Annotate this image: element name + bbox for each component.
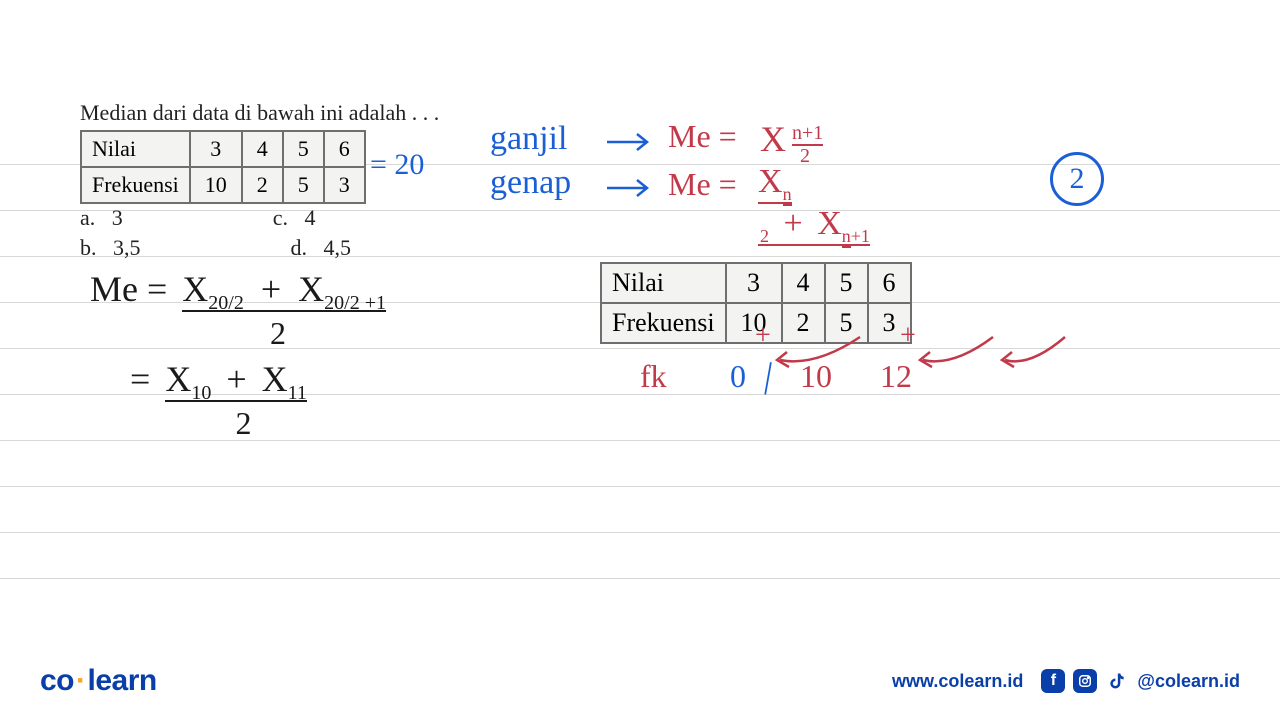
hand-x-ganjil: X <box>760 118 786 160</box>
hand-sub-n1: n+1 2 <box>792 122 823 168</box>
hand-div2b: 2 <box>170 315 386 352</box>
hand-me-genap: Me = <box>668 166 737 203</box>
option-b-label: b. <box>80 235 113 261</box>
logo-co: co <box>40 664 74 697</box>
hand-n2-top: n <box>783 184 792 206</box>
hand-fk-0: 0 <box>730 358 746 395</box>
cell: 4 <box>782 263 825 303</box>
option-a-label: a. <box>80 205 112 231</box>
cell: 5 <box>283 131 324 167</box>
hand-20a: 20 <box>208 292 228 314</box>
hand-x10: X <box>165 359 191 399</box>
hand-eq2: = <box>130 359 150 399</box>
hand-fk-label: fk <box>640 358 667 395</box>
hand-n2-bot: 2 <box>760 226 769 246</box>
cell: 10 <box>726 303 782 343</box>
hand-me-calc2: = X10 + X11 2 <box>130 358 307 442</box>
hand-xn21: X <box>817 205 842 242</box>
table-row: Frekuensi 10 2 5 3 <box>81 167 365 203</box>
hand-x11: X <box>262 359 288 399</box>
hand-plus-a: + <box>261 269 281 309</box>
logo-learn: learn <box>88 664 157 697</box>
cell: 6 <box>868 263 911 303</box>
hand-genap: genap <box>490 164 571 202</box>
arrow-icon <box>605 130 655 155</box>
cumulative-arrow-icon <box>1000 332 1070 372</box>
cumulative-arrow-icon <box>918 332 998 372</box>
brand-logo: co·learn <box>40 664 157 698</box>
option-a: 3 <box>112 205 123 231</box>
cell: 5 <box>825 263 868 303</box>
cell: 3 <box>324 167 365 203</box>
hand-fk-10: 10 <box>800 358 832 395</box>
header-nilai: Nilai <box>81 131 190 167</box>
hand-11: 11 <box>288 382 307 404</box>
hand-np1: n+1 <box>792 122 823 146</box>
hand-separator: | <box>761 354 775 397</box>
hand-ganjil: ganjil <box>490 120 567 158</box>
hand-eq20: = 20 <box>370 148 424 182</box>
facebook-icon: f <box>1041 669 1065 693</box>
data-table-small: Nilai 3 4 5 6 Frekuensi 10 2 5 3 <box>80 130 366 204</box>
footer: co·learn www.colearn.id f @colearn.id <box>40 664 1240 698</box>
cell: 3 <box>190 131 242 167</box>
hand-fk-12: 12 <box>880 358 912 395</box>
cell: 5 <box>283 167 324 203</box>
hand-plus-mark1: + <box>755 320 771 352</box>
header-frekuensi: Frekuensi <box>81 167 190 203</box>
option-d-label: d. <box>291 235 324 261</box>
answer-options: a. 3 c. 4 b. 3,5 d. 4,5 <box>80 205 351 265</box>
hand-me2: Me = <box>90 269 167 309</box>
hand-plus-mark2: + <box>900 320 916 352</box>
cell: 3 <box>726 263 782 303</box>
hand-plus: + <box>784 205 803 242</box>
option-d: 4,5 <box>324 235 352 261</box>
footer-url: www.colearn.id <box>892 671 1023 692</box>
hand-x20b: X <box>298 269 324 309</box>
instagram-icon <box>1073 669 1097 693</box>
cell: 2 <box>242 167 283 203</box>
cell: 6 <box>324 131 365 167</box>
hand-2a: 2 <box>234 292 244 314</box>
hand-p1b: +1 <box>365 292 386 314</box>
option-b: 3,5 <box>113 235 141 261</box>
footer-handle: @colearn.id <box>1137 671 1240 692</box>
hand-20b: 20 <box>324 292 344 314</box>
cell: 10 <box>190 167 242 203</box>
question-text: Median dari data di bawah ini adalah . .… <box>80 100 439 126</box>
header-nilai-big: Nilai <box>601 263 726 303</box>
cell: 4 <box>242 131 283 167</box>
logo-dot-icon: · <box>76 664 86 697</box>
hand-n21-top: n <box>842 226 851 248</box>
hand-div2c: 2 <box>180 405 307 442</box>
circled-step-2: 2 <box>1050 152 1104 206</box>
hand-me-calc1: Me = X20/2 + X20/2 +1 2 <box>90 268 386 352</box>
header-frekuensi-big: Frekuensi <box>601 303 726 343</box>
hand-x20a: X <box>182 269 208 309</box>
hand-10: 10 <box>191 382 211 404</box>
option-c: 4 <box>305 205 316 231</box>
hand-n21-p1: +1 <box>851 226 870 246</box>
option-c-label: c. <box>273 205 305 231</box>
social-icons: f @colearn.id <box>1041 669 1240 693</box>
hand-2b: 2 <box>350 292 360 314</box>
hand-xn2: X <box>758 163 783 200</box>
table-row: Nilai 3 4 5 6 <box>81 131 365 167</box>
hand-plus2: + <box>226 359 246 399</box>
hand-me-ganjil: Me = <box>668 118 737 155</box>
tiktok-icon <box>1105 669 1129 693</box>
table-row: Nilai 3 4 5 6 <box>601 263 911 303</box>
arrow-icon <box>605 176 655 201</box>
